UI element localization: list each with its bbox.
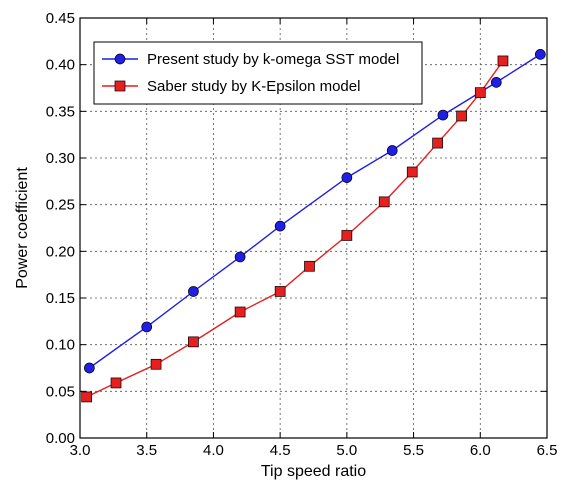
series-layer bbox=[81, 49, 546, 403]
x-tick-label: 3.5 bbox=[136, 442, 157, 459]
x-tick-label: 4.5 bbox=[270, 442, 291, 459]
y-tick-label: 0.15 bbox=[46, 290, 75, 307]
data-point bbox=[188, 286, 199, 297]
legend-label-2: Saber study by K-Epsilon model bbox=[147, 78, 360, 95]
data-point bbox=[474, 87, 486, 99]
data-point bbox=[432, 137, 443, 149]
data-point bbox=[341, 172, 353, 183]
data-point bbox=[490, 77, 502, 88]
legend: Present study by k-omega SST model Saber … bbox=[93, 41, 423, 105]
y-axis-label: Power coefficient bbox=[14, 167, 31, 289]
x-tick-label: 6.0 bbox=[470, 442, 491, 459]
y-tick-label: 0.10 bbox=[46, 337, 75, 354]
data-point bbox=[274, 220, 286, 232]
x-axis-label: Tip speed ratio bbox=[261, 463, 366, 480]
legend-marker-2 bbox=[114, 80, 126, 92]
y-tick-label: 0.35 bbox=[46, 103, 75, 120]
data-point bbox=[497, 55, 509, 67]
x-tick-label: 6.5 bbox=[537, 442, 558, 459]
y-tick-label: 0.45 bbox=[46, 10, 75, 27]
data-point bbox=[406, 166, 418, 178]
series-1 bbox=[83, 49, 546, 374]
x-tick-label: 4.0 bbox=[203, 442, 224, 459]
data-point bbox=[534, 49, 546, 60]
x-tick-label: 3.0 bbox=[70, 442, 91, 459]
data-point bbox=[341, 230, 353, 241]
y-tick-label: 0.30 bbox=[46, 150, 75, 167]
y-tick-label: 0.25 bbox=[46, 197, 75, 214]
data-point bbox=[378, 196, 390, 208]
data-point bbox=[234, 306, 246, 318]
axis-ticks: 3.0 3.5 4.0 4.5 5.0 5.5 6.0 6.5 0.00 0.05 0.10 0.15… bbox=[46, 10, 558, 459]
data-point bbox=[150, 358, 162, 370]
data-point bbox=[437, 109, 449, 121]
series-2 bbox=[81, 55, 509, 403]
legend-box bbox=[93, 41, 423, 105]
legend-label-1: Present study by k-omega SST model bbox=[147, 51, 399, 68]
y-tick-label: 0.40 bbox=[46, 57, 75, 74]
data-point bbox=[386, 145, 398, 156]
data-point bbox=[304, 260, 315, 272]
data-point bbox=[81, 391, 93, 403]
y-tick-label: 0.00 bbox=[46, 430, 75, 447]
y-tick-label: 0.20 bbox=[46, 243, 75, 260]
y-tick-label: 0.05 bbox=[46, 383, 75, 400]
legend-marker-1 bbox=[114, 53, 126, 65]
x-tick-label: 5.5 bbox=[403, 442, 424, 459]
data-point bbox=[234, 251, 246, 263]
data-point bbox=[456, 110, 467, 122]
data-point bbox=[188, 336, 199, 348]
data-point bbox=[110, 377, 122, 389]
plot-frame bbox=[79, 17, 548, 439]
data-point bbox=[83, 362, 95, 374]
data-point bbox=[274, 286, 286, 297]
data-point bbox=[141, 321, 153, 333]
series-line-1 bbox=[88, 53, 541, 369]
x-tick-label: 5.0 bbox=[336, 442, 357, 459]
